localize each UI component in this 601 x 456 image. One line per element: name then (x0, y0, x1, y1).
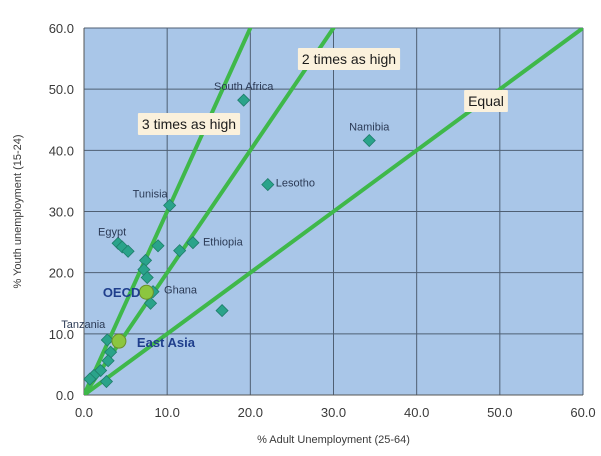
x-tick-label: 20.0 (238, 405, 263, 420)
reference-lines (84, 28, 583, 395)
x-tick-label: 40.0 (404, 405, 429, 420)
point-label-namibia: Namibia (349, 122, 390, 134)
data-point-unlabeled (173, 244, 187, 258)
reference-line-label-box (297, 48, 401, 70)
point-label-lesotho: Lesotho (276, 178, 315, 190)
x-tick-label: 0.0 (75, 405, 93, 420)
aggregate-point-oecd (138, 284, 154, 300)
reference-line-callout: 2 times as high (297, 48, 401, 70)
reference-line-callout: Equal (464, 90, 508, 112)
aggregate-label-oecd: OECD (103, 285, 141, 300)
reference-line-labels: Equal 2 times as high 3 times as high (137, 48, 508, 135)
reference-line-label: 2 times as high (302, 51, 396, 67)
data-point-unlabeled (99, 374, 114, 389)
data-point-unlabeled (121, 244, 135, 258)
data-point-unlabeled (143, 296, 158, 310)
aggregate-points: OECD East Asia (103, 284, 196, 350)
y-axis-label: % Youth unemployment (15-24) (12, 134, 24, 288)
data-point-namibia (362, 133, 376, 148)
data-point-ethiopia (186, 236, 200, 250)
y-tick-label: 40.0 (49, 143, 74, 158)
reference-line-label: Equal (468, 93, 504, 109)
y-tick-label: 60.0 (49, 21, 74, 36)
x-axis-ticks: 0.0 10.0 20.0 30.0 40.0 50.0 60.0 (75, 405, 596, 420)
reference-line-label-box (137, 113, 241, 135)
point-label-egypt: Egypt (98, 226, 126, 238)
data-point-south-africa (237, 93, 251, 107)
aggregate-label-east-asia: East Asia (137, 335, 196, 350)
x-tick-label: 10.0 (155, 405, 180, 420)
data-point-unlabeled (151, 239, 165, 253)
data-point-unlabeled (83, 372, 97, 386)
reference-line-2-times-as-high (84, 28, 336, 395)
x-axis-label: % Adult Unemployment (25-64) (257, 434, 410, 446)
aggregate-point-east-asia (111, 333, 127, 349)
x-tick-label: 30.0 (321, 405, 346, 420)
y-tick-label: 20.0 (49, 266, 74, 281)
data-point-lesotho (261, 178, 275, 192)
point-label-tanzania: Tanzania (61, 319, 106, 331)
y-tick-label: 0.0 (56, 388, 74, 403)
point-label-ghana: Ghana (164, 285, 198, 297)
y-tick-label: 10.0 (49, 327, 74, 342)
reference-line-label: 3 times as high (142, 116, 236, 132)
y-tick-label: 50.0 (49, 82, 74, 97)
reference-line-3-times-as-high (84, 28, 253, 395)
x-tick-label: 60.0 (570, 405, 595, 420)
point-label-tunisia: Tunisia (133, 188, 169, 200)
data-point-unlabeled (140, 270, 154, 285)
y-axis-ticks: 0.0 10.0 20.0 30.0 40.0 50.0 60.0 (49, 21, 74, 403)
reference-line-equal (84, 28, 583, 395)
reference-line-label-box (464, 90, 508, 112)
y-tick-label: 30.0 (49, 205, 74, 220)
data-point-unlabeled (215, 304, 229, 318)
data-point-tunisia (163, 198, 177, 212)
point-label-south-africa: South Africa (214, 81, 274, 93)
x-tick-label: 50.0 (487, 405, 512, 420)
reference-line-callout: 3 times as high (137, 113, 241, 135)
data-point-unlabeled (101, 354, 115, 368)
point-label-ethiopia: Ethiopia (203, 237, 244, 249)
data-point-tanzania (100, 333, 114, 347)
